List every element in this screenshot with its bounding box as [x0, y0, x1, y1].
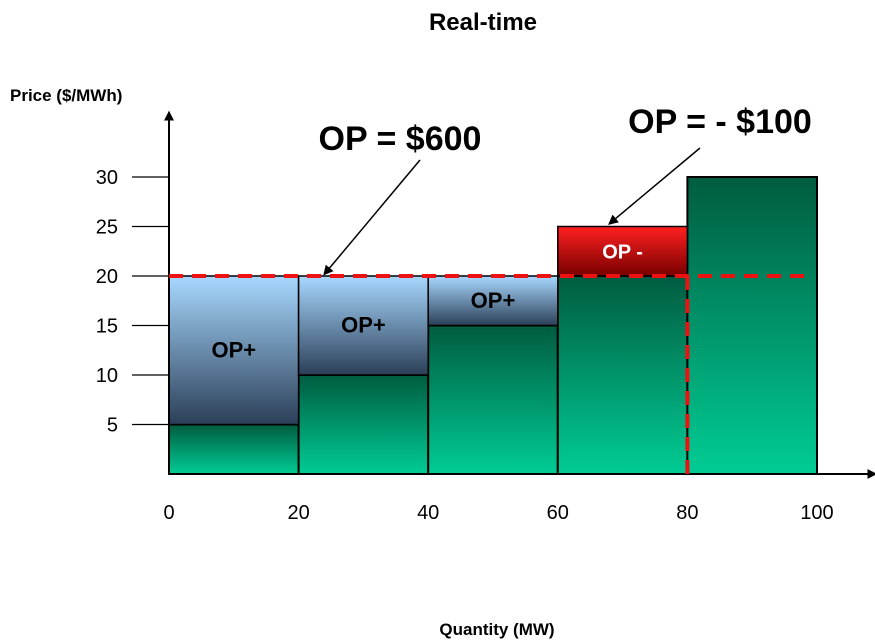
- op-minus-label-4: OP -: [602, 241, 643, 263]
- op-plus-region-2: [297, 275, 429, 376]
- annotation-op-minus-100: OP = - $100: [628, 103, 812, 141]
- x-tick-label: 60: [547, 502, 569, 524]
- offer-bar-5: [686, 176, 819, 475]
- offer-bar-1: [168, 423, 300, 475]
- annotation-arrow-op-minus-100: [608, 147, 701, 225]
- x-tick-label: 0: [163, 502, 174, 524]
- offer-bar-4: [556, 275, 689, 475]
- offer-bar-3: [427, 324, 559, 475]
- y-tick-label: 20: [96, 266, 118, 288]
- op-plus-label-2: OP+: [341, 313, 386, 338]
- x-tick-label: 100: [800, 502, 833, 524]
- offer-bar-2: [297, 374, 430, 475]
- x-tick-label: 40: [417, 502, 439, 524]
- x-tick-label: 80: [676, 502, 698, 524]
- y-tick-label: 10: [96, 365, 118, 387]
- op-minus-region-4: [557, 225, 689, 277]
- op-plus-region-1: [168, 275, 300, 426]
- chart-title: Real-time: [429, 9, 537, 36]
- op-plus-label-1: OP+: [211, 337, 256, 362]
- y-tick-label: 15: [96, 316, 118, 338]
- y-tick-label: 5: [107, 415, 118, 437]
- y-tick-label: 30: [96, 167, 118, 189]
- x-tick-label: 20: [287, 502, 309, 524]
- x-axis-label: Quantity (MW): [439, 620, 554, 639]
- op-plus-label-3: OP+: [471, 288, 516, 313]
- annotation-op-600: OP = $600: [319, 120, 482, 158]
- y-tick-label: 25: [96, 217, 118, 239]
- annotation-arrow-op-600: [323, 159, 421, 276]
- y-axis-label: Price ($/MWh): [10, 86, 122, 105]
